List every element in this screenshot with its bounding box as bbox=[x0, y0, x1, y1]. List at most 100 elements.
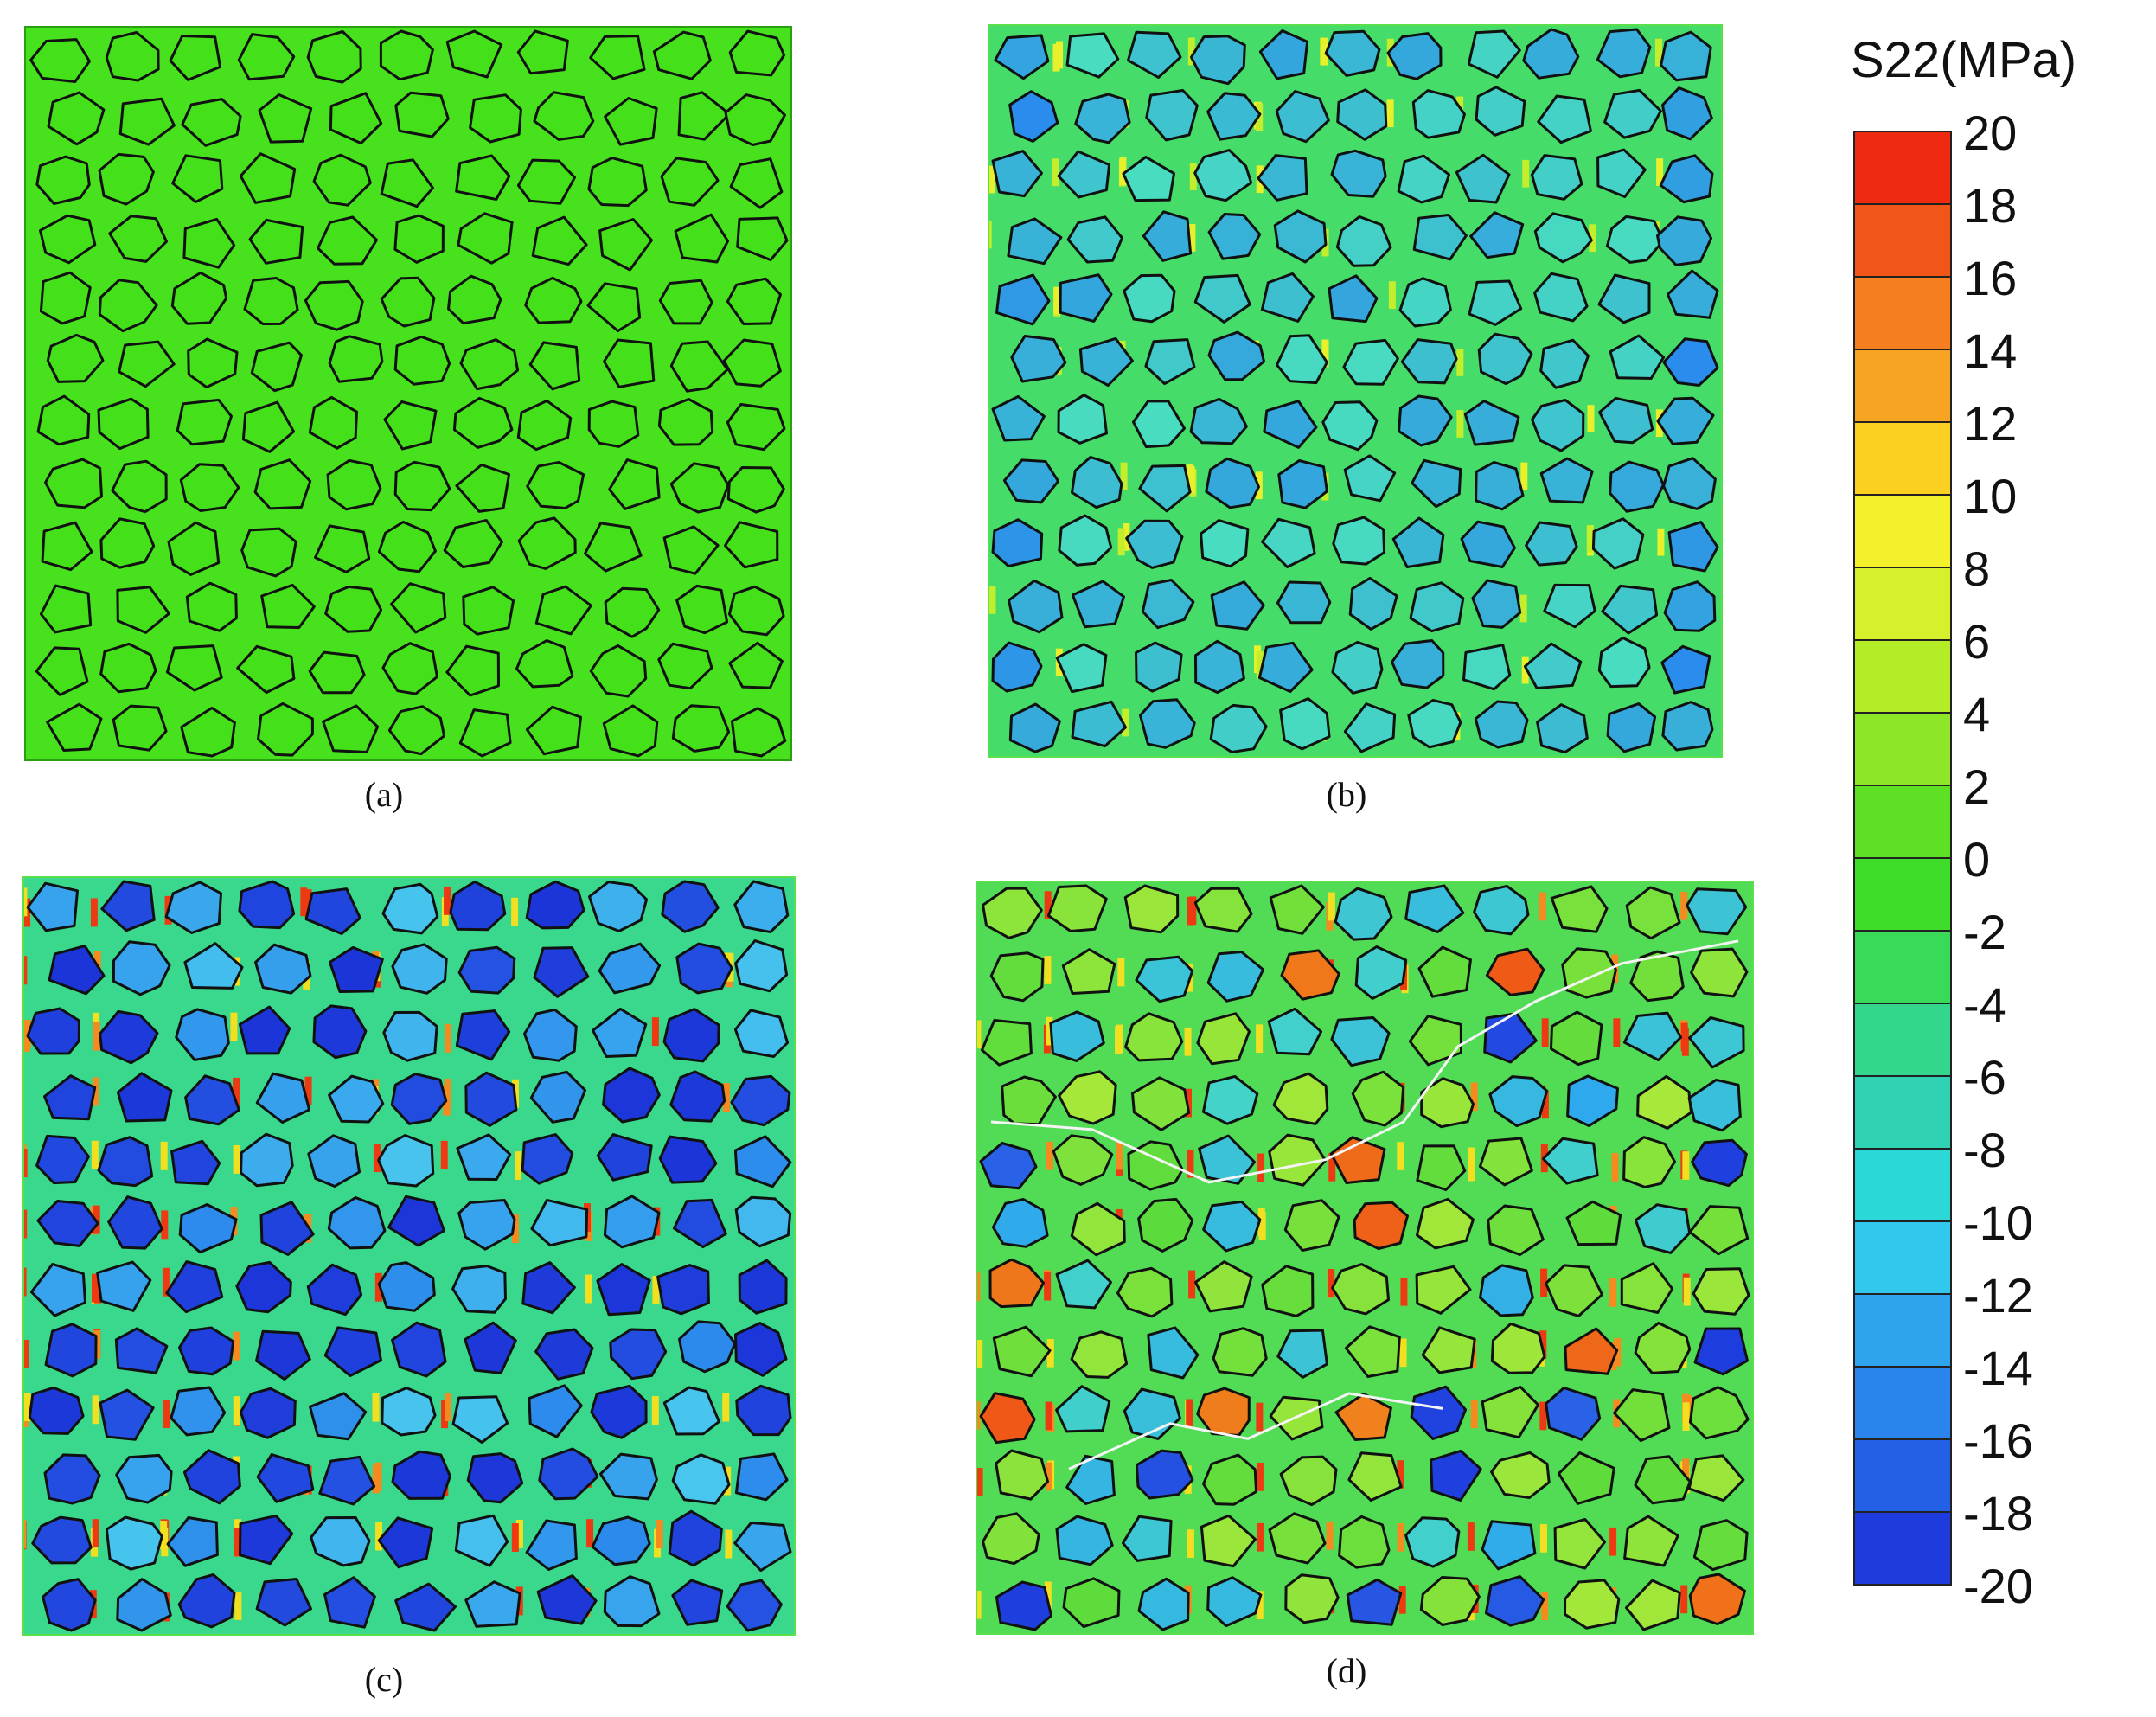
grain-cell bbox=[1545, 1264, 1603, 1317]
grain-cell bbox=[1272, 1072, 1329, 1125]
grain-cell bbox=[730, 1074, 791, 1127]
grain-cell bbox=[1533, 212, 1593, 264]
grain-cell bbox=[536, 1574, 598, 1625]
grain-cell bbox=[323, 1326, 382, 1377]
grain-cell bbox=[306, 1263, 363, 1317]
grain-cell bbox=[534, 1328, 594, 1381]
grain-cell bbox=[1609, 460, 1665, 513]
colorbar-tick-label: 2 bbox=[1963, 759, 1991, 814]
boundary-stress-streak bbox=[22, 1267, 27, 1297]
grain-cell bbox=[1490, 1451, 1551, 1499]
grain-cell bbox=[590, 1384, 648, 1439]
boundary-stress-streak bbox=[1321, 37, 1328, 66]
grain-cell bbox=[257, 702, 314, 757]
grain-cell bbox=[112, 704, 168, 752]
grain-cell bbox=[1634, 1322, 1692, 1374]
boundary-stress-streak bbox=[988, 221, 992, 249]
grain-cell bbox=[1260, 272, 1315, 323]
grain-cell bbox=[183, 942, 244, 990]
grain-cell bbox=[603, 1575, 661, 1628]
grain-cell bbox=[1196, 1012, 1251, 1066]
colorbar-band-1 bbox=[1853, 203, 1952, 278]
grain-cell bbox=[1404, 1516, 1461, 1568]
grain-cell bbox=[312, 1004, 368, 1060]
grain-cell bbox=[1275, 90, 1330, 144]
grain-cell bbox=[1455, 153, 1511, 204]
grain-cell bbox=[99, 1388, 155, 1441]
grain-cell bbox=[1138, 464, 1192, 513]
grain-cell bbox=[669, 340, 729, 393]
boundary-stress-streak bbox=[1539, 1330, 1547, 1359]
grain-cell bbox=[1667, 269, 1719, 319]
grain-cell bbox=[31, 1515, 93, 1565]
grain-cell bbox=[255, 1578, 312, 1627]
colorbar-band-11 bbox=[1853, 930, 1952, 1004]
grain-cell bbox=[1391, 516, 1445, 568]
grain-cell bbox=[1205, 457, 1260, 509]
grain-cell bbox=[309, 1392, 368, 1441]
grain-cell bbox=[727, 585, 785, 637]
grain-cell bbox=[738, 1259, 788, 1315]
boundary-stress-streak bbox=[1613, 1018, 1621, 1047]
grain-cell bbox=[731, 707, 787, 758]
boundary-stress-streak bbox=[1456, 410, 1464, 438]
boundary-stress-streak bbox=[1256, 1591, 1264, 1619]
colorbar-band-6 bbox=[1853, 567, 1952, 641]
boundary-stress-streak bbox=[585, 1274, 592, 1304]
grain-cell bbox=[167, 521, 221, 576]
boundary-stress-streak bbox=[163, 1400, 171, 1428]
grain-cell bbox=[1473, 884, 1530, 936]
grain-cell bbox=[377, 521, 437, 573]
grain-cell bbox=[1537, 94, 1592, 144]
grain-cell bbox=[1609, 334, 1666, 380]
boundary-stress-streak bbox=[1328, 1152, 1336, 1182]
boundary-stress-streak bbox=[90, 898, 98, 927]
boundary-stress-streak bbox=[1046, 1141, 1053, 1170]
grain-cell bbox=[525, 1519, 578, 1571]
grain-cell bbox=[1488, 1075, 1549, 1128]
grain-cell bbox=[1346, 1578, 1403, 1626]
grain-cell bbox=[1202, 1200, 1262, 1253]
grain-cell bbox=[1261, 517, 1316, 568]
boundary-stress-streak bbox=[1045, 1462, 1052, 1491]
boundary-stress-streak bbox=[651, 1017, 659, 1047]
grain-cell bbox=[1200, 519, 1250, 568]
grain-cell bbox=[733, 1522, 792, 1573]
grain-cell bbox=[517, 516, 577, 570]
grain-cell bbox=[1125, 519, 1184, 569]
grain-cell bbox=[1189, 397, 1248, 445]
boundary-stress-streak bbox=[1539, 1401, 1547, 1431]
grain-cell bbox=[1686, 887, 1748, 936]
grain-cell bbox=[658, 279, 713, 325]
boundary-stress-streak bbox=[441, 1400, 449, 1429]
grain-cell bbox=[304, 887, 361, 935]
grain-cell bbox=[1330, 149, 1387, 198]
boundary-stress-streak bbox=[1680, 1585, 1688, 1614]
grain-cell bbox=[169, 35, 221, 81]
boundary-stress-streak bbox=[22, 1023, 30, 1053]
grain-cell bbox=[164, 881, 222, 934]
boundary-stress-streak bbox=[1656, 158, 1664, 186]
panel-d-caption: (d) bbox=[1326, 1651, 1367, 1690]
boundary-stress-streak bbox=[374, 1272, 382, 1302]
boundary-stress-streak bbox=[375, 1522, 383, 1551]
grain-cell bbox=[1477, 332, 1533, 386]
boundary-stress-streak bbox=[976, 1020, 982, 1049]
boundary-stress-streak bbox=[1539, 1524, 1547, 1553]
grain-cell bbox=[515, 639, 574, 689]
colorbar-tick-label: -8 bbox=[1963, 1123, 2006, 1177]
crack-line bbox=[1068, 1392, 1443, 1470]
panel-d bbox=[976, 881, 1754, 1635]
grain-cell bbox=[1336, 88, 1388, 141]
grain-cell bbox=[1663, 580, 1717, 632]
grain-cell bbox=[603, 1195, 661, 1249]
boundary-stress-streak bbox=[1188, 224, 1196, 252]
colorbar-band-10 bbox=[1853, 857, 1952, 932]
colorbar-band-0 bbox=[1853, 131, 1952, 205]
grain-cell bbox=[255, 1329, 311, 1381]
grain-cell bbox=[1691, 1138, 1748, 1188]
grain-cell bbox=[387, 1195, 445, 1247]
grain-cell bbox=[324, 585, 383, 633]
grain-cell bbox=[1116, 1266, 1174, 1318]
grain-cell bbox=[734, 939, 789, 993]
